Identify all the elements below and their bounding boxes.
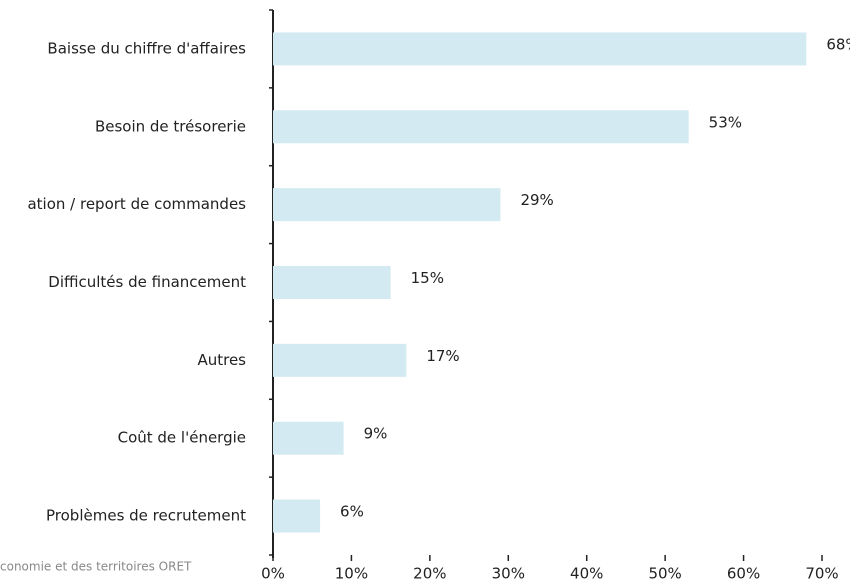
bar (273, 32, 807, 66)
y-tick-label: ation / report de commandes (27, 195, 246, 213)
x-tick-label: 40% (570, 565, 603, 582)
value-label: 53% (709, 113, 742, 131)
source-note: conomie et des territoires ORET (0, 560, 192, 574)
y-tick-label: Problèmes de recrutement (46, 507, 246, 525)
x-tick-label: 10% (335, 565, 368, 582)
bar (273, 266, 391, 299)
x-tick-label: 0% (261, 565, 285, 582)
bar (273, 188, 501, 222)
y-tick-label: Besoin de trésorerie (95, 117, 246, 135)
bar (273, 499, 321, 533)
x-tick-label: 60% (727, 565, 760, 582)
value-label: 68% (826, 35, 850, 53)
y-tick-label: Baisse du chiffre d'affaires (47, 39, 246, 57)
value-label: 15% (411, 269, 444, 287)
x-tick-label: 70% (805, 565, 838, 582)
bar (273, 421, 344, 455)
value-label: 9% (364, 425, 388, 443)
y-tick-label: Coût de l'énergie (118, 429, 246, 447)
x-tick-label: 20% (413, 565, 446, 582)
x-tick-label: 50% (648, 565, 681, 582)
y-tick-label: Autres (197, 351, 246, 369)
bar (273, 110, 689, 144)
bar (273, 343, 407, 377)
value-label: 29% (520, 191, 553, 209)
value-label: 6% (340, 503, 364, 521)
y-tick-label: Difficultés de financement (48, 273, 246, 291)
value-label: 17% (426, 347, 459, 365)
x-tick-label: 30% (492, 565, 525, 582)
